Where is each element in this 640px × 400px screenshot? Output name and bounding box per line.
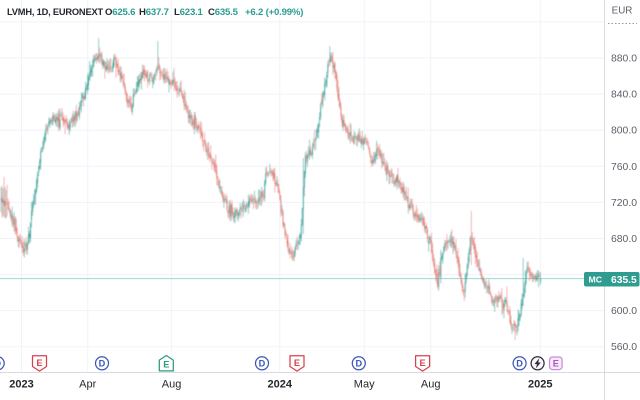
svg-text:E: E bbox=[36, 358, 42, 368]
svg-text:E: E bbox=[163, 360, 169, 370]
svg-text:680.0: 680.0 bbox=[611, 234, 637, 245]
svg-text:Aug: Aug bbox=[162, 379, 182, 391]
svg-text:Apr: Apr bbox=[79, 379, 96, 391]
svg-text:D: D bbox=[99, 359, 106, 369]
svg-text:635.5: 635.5 bbox=[611, 275, 637, 286]
svg-text:D: D bbox=[516, 359, 523, 369]
svg-text:D: D bbox=[355, 359, 362, 369]
svg-text:560.0: 560.0 bbox=[611, 342, 637, 353]
svg-text:720.0: 720.0 bbox=[611, 198, 637, 209]
svg-text:D: D bbox=[0, 359, 1, 369]
svg-text:600.0: 600.0 bbox=[611, 306, 637, 317]
svg-text:800.0: 800.0 bbox=[611, 126, 637, 137]
svg-text:2024: 2024 bbox=[268, 379, 293, 391]
svg-text:O625.6: O625.6 bbox=[105, 7, 135, 18]
svg-text:880.0: 880.0 bbox=[611, 54, 637, 65]
svg-text:2023: 2023 bbox=[9, 379, 33, 391]
svg-text:840.0: 840.0 bbox=[611, 90, 637, 101]
svg-text:H637.7: H637.7 bbox=[139, 7, 169, 18]
svg-text:E: E bbox=[553, 359, 559, 369]
svg-text:E: E bbox=[294, 358, 300, 368]
svg-text:2025: 2025 bbox=[528, 379, 552, 391]
svg-text:Aug: Aug bbox=[421, 379, 441, 391]
svg-text:C635.5: C635.5 bbox=[208, 7, 239, 18]
svg-text:MC: MC bbox=[589, 274, 603, 284]
svg-text:+6.2 (+0.99%): +6.2 (+0.99%) bbox=[245, 7, 303, 18]
svg-text:E: E bbox=[420, 358, 426, 368]
svg-text:EUR: EUR bbox=[612, 5, 633, 16]
svg-text:LVMH, 1D, EURONEXT: LVMH, 1D, EURONEXT bbox=[7, 7, 103, 17]
svg-text:D: D bbox=[259, 359, 266, 369]
svg-text:May: May bbox=[354, 379, 375, 391]
svg-text:L623.1: L623.1 bbox=[174, 7, 204, 18]
svg-text:760.0: 760.0 bbox=[611, 162, 637, 173]
